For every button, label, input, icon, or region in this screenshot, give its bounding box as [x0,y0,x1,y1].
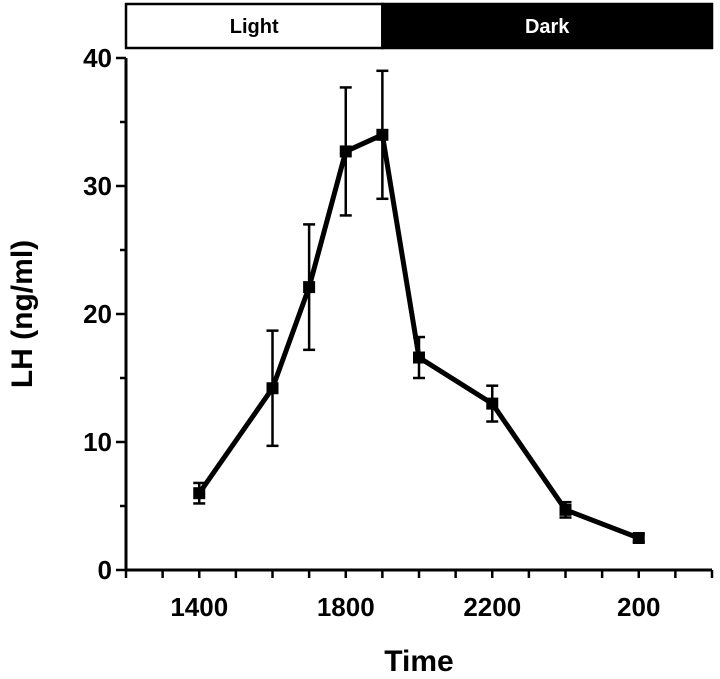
y-tick-label: 0 [98,555,112,585]
axes [124,58,712,572]
dark-band [381,2,714,50]
light-band-label: Light [230,16,279,38]
data-point [193,487,206,500]
data-point [413,351,425,364]
x-tick-label: 1400 [170,592,228,622]
y-tick-label: 30 [83,171,112,201]
series-lh [193,69,645,544]
x-axis-title: Time [384,645,453,678]
x-tick-label: 1800 [317,592,375,622]
y-tick-label: 20 [83,299,112,329]
y-tick-label: 40 [83,43,112,73]
y-axis-title: LH (ng/ml) [6,240,39,388]
data-point [632,532,645,544]
data-point [559,503,572,516]
data-point [376,128,389,141]
lighting-band: Light Dark [124,2,714,50]
y-axis-ticks: 0 10 20 30 40 [83,43,126,585]
x-tick-label: 200 [617,592,660,622]
x-tick-label: 2200 [463,592,521,622]
data-point [486,397,499,410]
light-band [124,2,384,50]
data-point [339,145,352,158]
x-axis-ticks: 1400 1800 2200 200 [124,570,714,622]
data-point [303,281,316,294]
dark-band-label: Dark [525,16,570,38]
data-point [266,382,279,395]
y-tick-label: 10 [83,427,112,457]
